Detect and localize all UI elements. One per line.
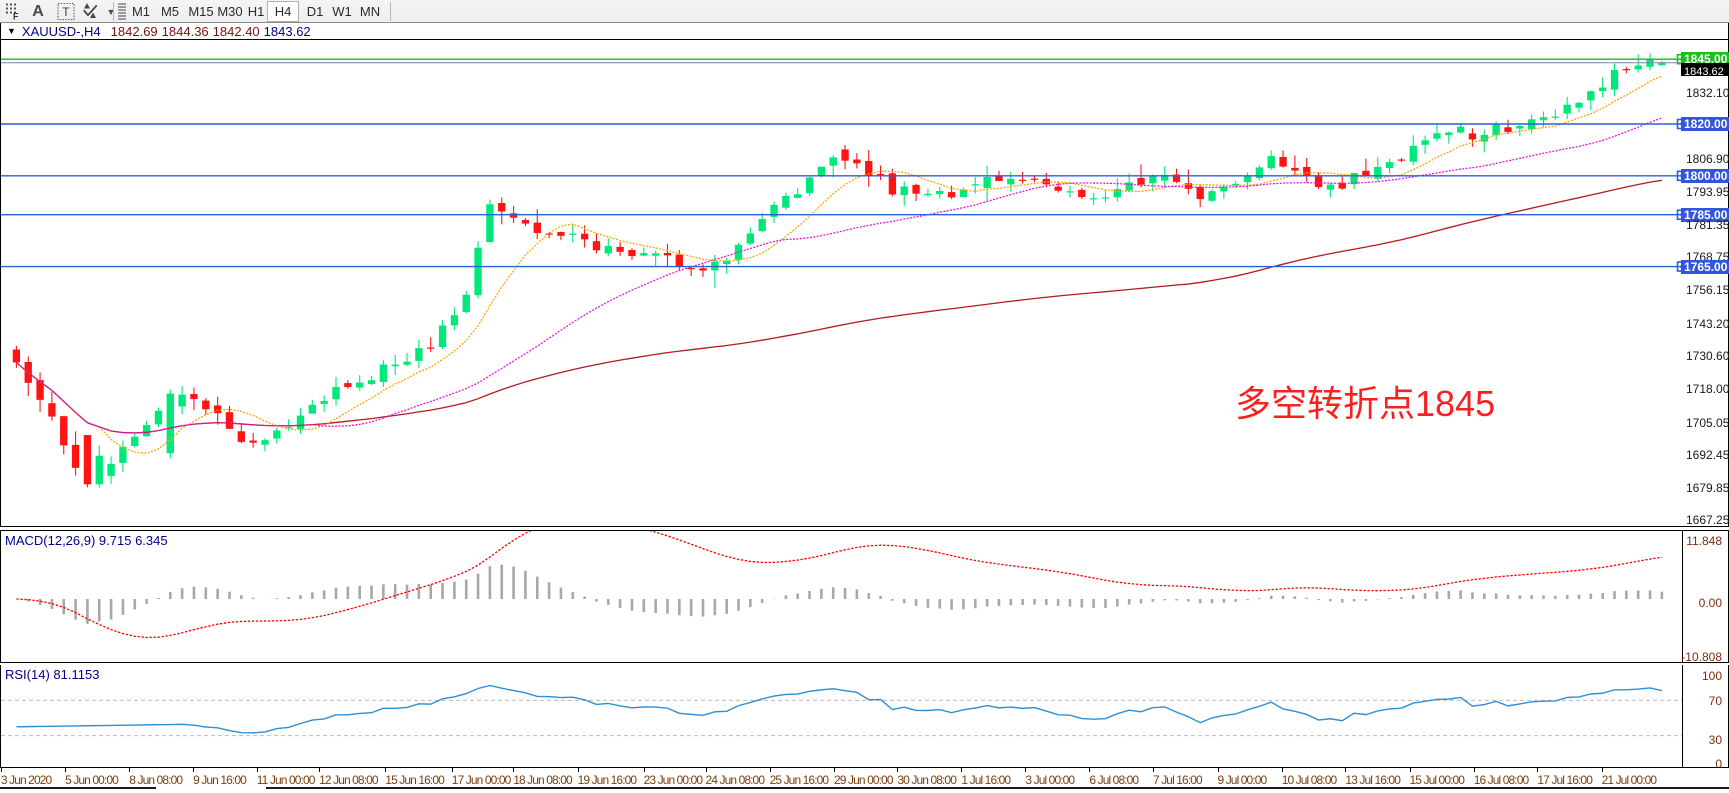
svg-text:多空转折点1845: 多空转折点1845 — [1235, 383, 1495, 424]
svg-text:T: T — [62, 5, 70, 19]
svg-text:F: F — [13, 12, 19, 22]
